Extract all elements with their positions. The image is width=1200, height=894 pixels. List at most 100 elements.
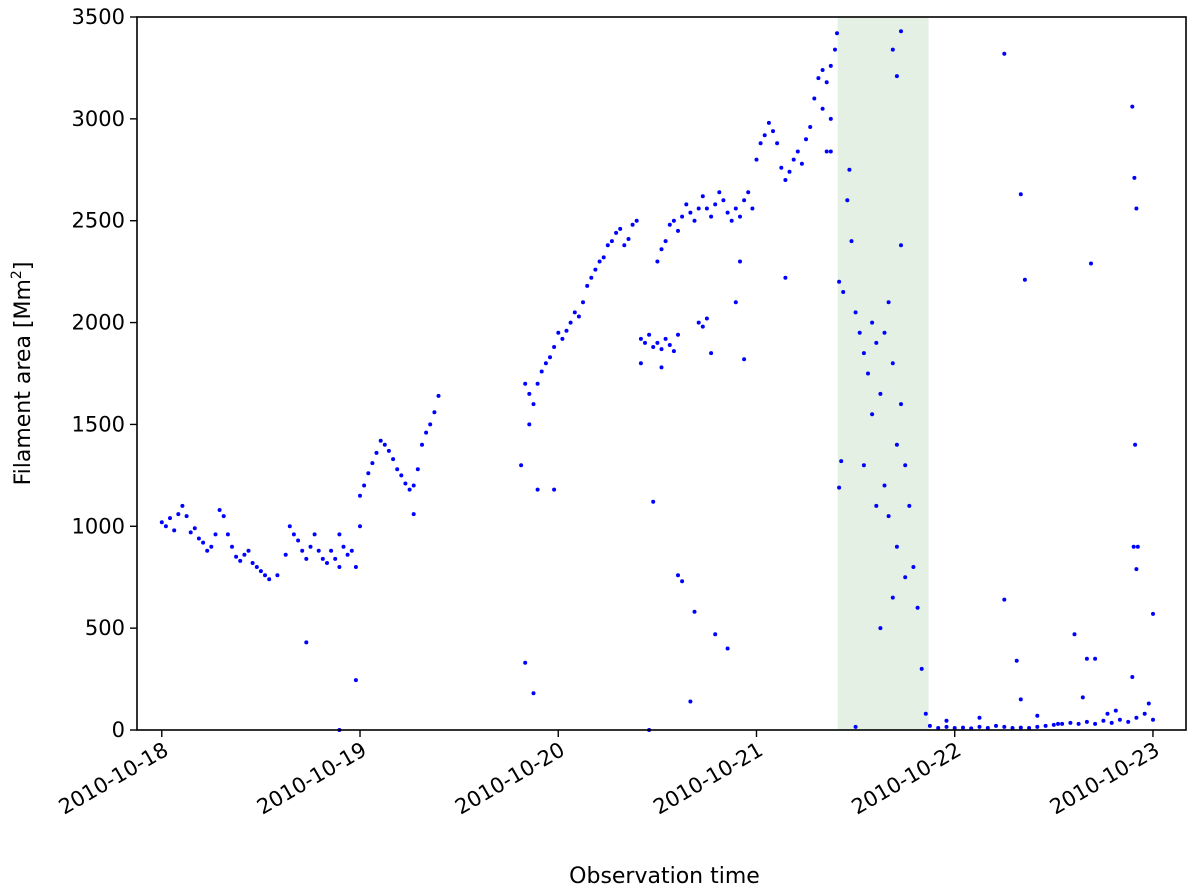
data-point: [436, 393, 441, 398]
data-point: [899, 402, 903, 407]
data-point: [709, 351, 714, 356]
data-point: [345, 552, 350, 557]
data-point: [275, 573, 280, 578]
data-point: [725, 646, 730, 651]
data-point: [961, 725, 965, 730]
data-point: [824, 80, 829, 85]
data-point: [221, 514, 226, 519]
data-point: [353, 565, 358, 569]
data-point: [733, 206, 738, 211]
data-point: [564, 328, 569, 333]
data-point: [1002, 51, 1007, 56]
data-point: [420, 442, 424, 447]
data-point: [783, 275, 788, 280]
data-point: [833, 47, 837, 52]
data-point: [258, 569, 263, 574]
data-point: [308, 544, 313, 549]
data-point: [721, 198, 726, 203]
data-point: [316, 548, 321, 553]
data-point: [201, 540, 206, 545]
data-point: [841, 290, 846, 294]
data-point: [1089, 261, 1093, 266]
data-point: [733, 300, 738, 305]
y-tick-label: 3500: [72, 5, 125, 29]
data-point: [568, 320, 573, 325]
data-point: [775, 141, 780, 146]
data-point: [890, 47, 895, 52]
data-point: [692, 218, 697, 223]
data-point: [915, 605, 920, 610]
data-point: [837, 279, 842, 284]
data-point: [634, 218, 639, 223]
data-point: [890, 361, 895, 366]
plot-frame: [136, 16, 1187, 731]
data-point: [304, 556, 309, 561]
y-axis-label-superscript: 2: [9, 270, 25, 279]
data-point: [411, 512, 416, 517]
data-point: [325, 561, 329, 565]
data-point: [370, 461, 375, 466]
data-point: [676, 228, 680, 233]
data-point: [849, 239, 854, 244]
data-point: [977, 724, 982, 729]
data-point: [349, 548, 354, 553]
data-point: [870, 412, 875, 417]
data-point: [337, 532, 342, 537]
data-point: [754, 157, 759, 162]
data-point: [853, 310, 858, 315]
data-point: [667, 343, 672, 347]
data-point: [750, 206, 755, 211]
data-point: [1018, 697, 1023, 702]
data-point: [820, 106, 825, 111]
data-point: [866, 371, 870, 376]
x-axis-label: Observation time: [569, 864, 760, 889]
data-point: [1146, 701, 1151, 706]
data-point: [378, 438, 383, 443]
data-point: [1068, 720, 1073, 725]
data-point: [878, 626, 883, 631]
y-tick-label: 1500: [72, 412, 125, 436]
data-point: [804, 137, 808, 142]
data-point: [172, 528, 177, 533]
data-point: [1130, 675, 1135, 679]
data-point: [527, 422, 532, 427]
data-point: [333, 556, 338, 561]
data-point: [291, 532, 296, 537]
data-point: [835, 31, 839, 36]
data-point: [717, 190, 722, 195]
data-point: [407, 487, 412, 492]
data-point: [180, 503, 185, 508]
data-point: [386, 448, 391, 453]
data-point: [944, 724, 949, 729]
data-point: [531, 691, 536, 696]
data-point: [1131, 544, 1136, 549]
data-point: [1076, 721, 1081, 726]
data-point: [304, 640, 309, 645]
data-point: [576, 314, 581, 319]
data-points: [159, 29, 1155, 732]
data-point: [795, 149, 800, 154]
data-point: [1132, 175, 1137, 180]
data-point: [614, 230, 619, 235]
data-point: [242, 552, 247, 557]
data-point: [709, 214, 714, 219]
data-point: [919, 666, 924, 671]
data-point: [1035, 724, 1040, 729]
data-point: [655, 340, 660, 345]
data-point: [651, 345, 656, 349]
data-point: [188, 530, 193, 535]
data-point: [1022, 277, 1027, 282]
y-axis-ticks: 0 500 1000 1500 2000 2500 3000 3500: [72, 5, 137, 742]
data-point: [531, 402, 536, 407]
data-point: [1142, 711, 1147, 716]
data-point: [217, 508, 222, 512]
data-point: [225, 532, 230, 537]
data-point: [791, 157, 796, 162]
data-point: [713, 632, 718, 637]
data-point: [783, 178, 788, 182]
data-point: [1134, 715, 1139, 720]
data-point: [523, 381, 528, 386]
data-point: [1134, 206, 1139, 211]
data-point: [1002, 597, 1007, 602]
